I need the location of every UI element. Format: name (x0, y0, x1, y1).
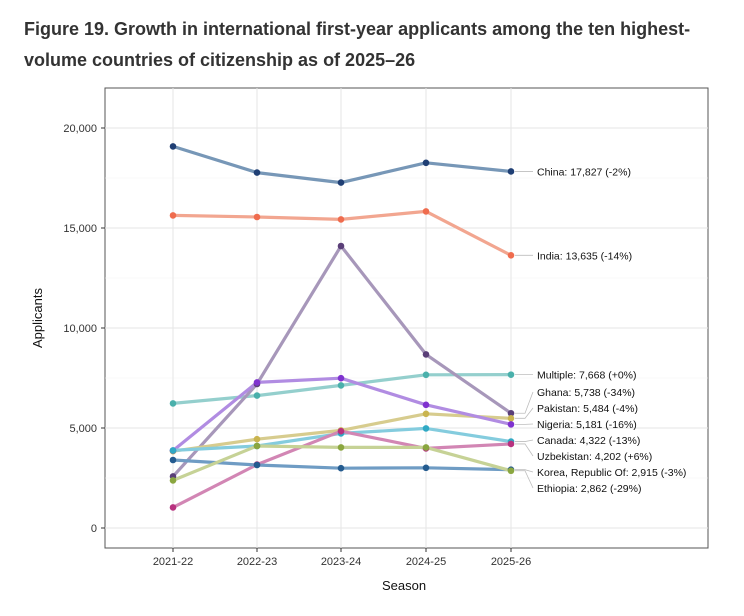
data-point (253, 442, 261, 450)
data-point (253, 169, 261, 176)
data-point (337, 216, 345, 223)
data-point (169, 477, 177, 484)
y-tick-label: 5,000 (69, 423, 97, 435)
series-end-label: China: 17,827 (-2%) (537, 166, 631, 178)
data-point (337, 374, 345, 382)
x-axis-title: Season (382, 578, 426, 593)
data-point (337, 382, 345, 389)
data-point (169, 447, 177, 454)
x-tick-label: 2022-23 (237, 556, 277, 568)
data-point (337, 464, 345, 472)
data-point (422, 425, 430, 432)
series-end-label: Ethiopia: 2,862 (-29%) (537, 483, 641, 495)
data-point (337, 427, 345, 435)
label-leader-line (515, 391, 534, 414)
data-point (169, 212, 177, 219)
data-point (422, 444, 430, 451)
label-leader-line (515, 439, 534, 442)
data-point (422, 351, 430, 358)
plot-panel (104, 87, 709, 549)
data-point (507, 252, 515, 259)
data-point (253, 392, 261, 399)
label-leaders (515, 171, 534, 489)
data-point (253, 213, 261, 221)
series-end-label: Nigeria: 5,181 (-16%) (537, 419, 637, 431)
data-point (507, 421, 515, 428)
series-end-label: India: 13,635 (-14%) (537, 250, 632, 262)
chart-title: Figure 19. Growth in international first… (24, 19, 691, 70)
data-point (507, 440, 515, 448)
data-point (422, 371, 430, 379)
data-point (169, 400, 177, 407)
series-end-label: Multiple: 7,668 (+0%) (537, 370, 637, 382)
data-point (422, 401, 430, 409)
label-leader-line (515, 443, 534, 457)
y-tick-label: 15,000 (63, 223, 97, 235)
data-point (337, 242, 345, 250)
series-points (169, 143, 515, 511)
data-point (169, 143, 177, 150)
label-leader-line (515, 470, 534, 489)
data-point (507, 467, 515, 475)
series-end-label: Pakistan: 5,484 (-4%) (537, 403, 638, 415)
data-point (253, 461, 261, 469)
series-end-label: Ghana: 5,738 (-34%) (537, 387, 635, 399)
data-point (422, 208, 430, 215)
gridlines (105, 88, 708, 548)
data-point (337, 444, 345, 451)
y-tick-label: 0 (91, 523, 97, 535)
y-axis-title: Applicants (30, 288, 45, 348)
data-point (507, 415, 515, 422)
series-end-label: Canada: 4,322 (-13%) (537, 435, 640, 447)
series-labels: China: 17,827 (-2%) India: 13,635 (-14%) M… (537, 166, 686, 495)
data-point (253, 435, 261, 443)
data-point (169, 504, 177, 511)
y-tick-label: 20,000 (63, 123, 97, 135)
x-tick-label: 2023-24 (321, 556, 361, 568)
data-point (422, 464, 430, 472)
x-tick-label: 2024-25 (406, 556, 446, 568)
label-leader-line (515, 469, 534, 473)
data-point (169, 456, 177, 464)
series-end-label: Uzbekistan: 4,202 (+6%) (537, 451, 652, 463)
data-point (507, 168, 515, 175)
y-axis-ticks: 0 5,000 10,000 15,000 20,000 (63, 123, 105, 535)
x-tick-label: 2021-22 (153, 556, 193, 568)
label-leader-line (515, 407, 534, 419)
data-point (507, 409, 515, 417)
series-end-label: Korea, Republic Of: 2,915 (-3%) (537, 467, 686, 479)
data-point (422, 159, 430, 167)
data-point (337, 179, 345, 186)
data-point (253, 379, 261, 386)
data-point (422, 410, 430, 418)
data-point (507, 371, 515, 378)
x-tick-label: 2025-26 (491, 556, 531, 568)
y-tick-label: 10,000 (63, 323, 97, 335)
x-axis-ticks: 2021-22 2022-23 2023-24 2024-25 2025-26 (153, 548, 531, 568)
